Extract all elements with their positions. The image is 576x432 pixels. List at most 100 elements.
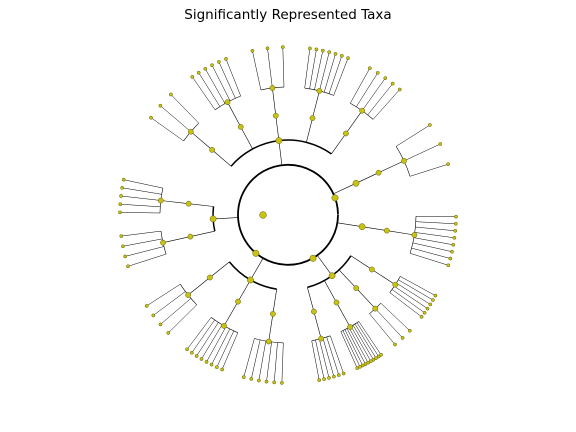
tree-node-118: [118, 202, 123, 207]
tree-node-93: [270, 311, 276, 317]
tree-node-27: [367, 66, 372, 71]
tree-node-13: [250, 48, 255, 53]
tree-node-81: [322, 377, 326, 381]
tree-node-38: [401, 158, 407, 164]
branch-edge: [190, 131, 213, 151]
branch-edge: [395, 124, 431, 147]
tree-node-122: [157, 197, 164, 204]
branch-edge: [319, 339, 330, 378]
branch-edge: [227, 102, 241, 128]
tree-node-57: [419, 314, 424, 319]
tree-node-79: [332, 374, 336, 379]
branch-edge: [268, 313, 274, 342]
tree-node-87: [272, 380, 277, 385]
branch-edge: [396, 282, 431, 305]
tree-node-44: [452, 235, 457, 240]
branch-edge: [322, 338, 335, 377]
tree-node-59: [369, 266, 375, 273]
tree-node-46: [450, 249, 454, 254]
tree-node-58: [392, 281, 399, 288]
branch-edge: [216, 330, 235, 368]
tree-node-49: [411, 232, 418, 238]
branch-edge: [415, 221, 456, 225]
branch-edge: [342, 330, 361, 367]
branch-edge: [314, 50, 324, 90]
tree-node-113: [121, 244, 125, 249]
branch-edge: [400, 276, 436, 296]
branch-edge: [160, 200, 189, 204]
tree-node-31: [397, 87, 402, 92]
branch-edge: [121, 195, 161, 201]
branch-edge: [330, 335, 344, 374]
tree-node-112: [123, 254, 128, 259]
branch-edge: [389, 292, 422, 317]
tree-node-82: [317, 378, 322, 382]
tree-node-9: [217, 60, 221, 64]
tree-node-64: [353, 285, 360, 291]
clade-edge: [213, 217, 239, 220]
branch-edge: [125, 246, 164, 257]
branch-edge: [319, 52, 330, 91]
tree-node-17: [272, 112, 279, 119]
branch-edge: [328, 55, 343, 94]
branch-edge: [386, 230, 415, 236]
tree-node-16: [269, 85, 276, 91]
branch-edge: [186, 317, 212, 350]
tree-node-110: [247, 276, 254, 284]
branch-edge: [252, 50, 262, 90]
branch-edge: [409, 163, 449, 177]
tree-node-40: [352, 179, 360, 187]
tree-node-48: [446, 263, 451, 268]
branch-edge: [191, 319, 215, 353]
branch-edge: [411, 247, 451, 259]
branch-edge: [272, 289, 277, 314]
branch-edge: [338, 269, 357, 289]
branch-edge: [414, 232, 455, 239]
tree-node-75: [347, 324, 353, 330]
branch-edge: [380, 303, 410, 331]
branch-edge: [119, 212, 161, 214]
branch-edge: [243, 338, 255, 378]
branch-edge: [340, 331, 358, 369]
branch-edge: [311, 340, 320, 381]
branch-edge: [371, 269, 396, 285]
tree-node-1: [158, 103, 163, 108]
branch-edge: [410, 253, 449, 266]
branch-edge: [146, 283, 181, 307]
tree-node-92: [265, 338, 272, 345]
branch-edge: [188, 203, 214, 207]
tree-node-4: [209, 147, 215, 153]
tree-node-30: [390, 81, 395, 86]
tree-node-126: [331, 194, 339, 202]
tree-node-22: [333, 52, 338, 56]
clade-edge: [317, 255, 333, 276]
clade-edge: [333, 183, 357, 195]
branch-edge: [326, 336, 340, 376]
branch-edge: [362, 226, 387, 231]
tree-node-78: [336, 373, 341, 377]
branch-edge: [251, 339, 261, 379]
branch-edge: [211, 65, 231, 101]
branch-edge: [160, 298, 192, 325]
tree-node-7: [203, 66, 208, 71]
tree-node-94: [220, 367, 224, 372]
branch-edge: [122, 187, 162, 195]
tree-node-98: [199, 357, 204, 361]
tree-node-21: [327, 50, 332, 54]
branch-edge: [312, 90, 320, 119]
tree-node-102: [221, 323, 227, 329]
tree-node-5: [190, 75, 195, 79]
branch-edge: [415, 226, 456, 232]
tree-node-116: [187, 233, 194, 240]
branch-edge: [281, 342, 284, 383]
tree-node-50: [383, 227, 390, 234]
branch-edge: [336, 302, 351, 328]
branch-edge: [355, 172, 379, 184]
branch-edge: [307, 287, 315, 312]
tree-node-67: [374, 356, 378, 360]
branch-edge: [123, 179, 163, 189]
tree-node-11: [224, 99, 231, 106]
tree-node-23: [339, 53, 344, 58]
branch-edge: [378, 160, 405, 173]
branch-edge: [358, 321, 382, 355]
